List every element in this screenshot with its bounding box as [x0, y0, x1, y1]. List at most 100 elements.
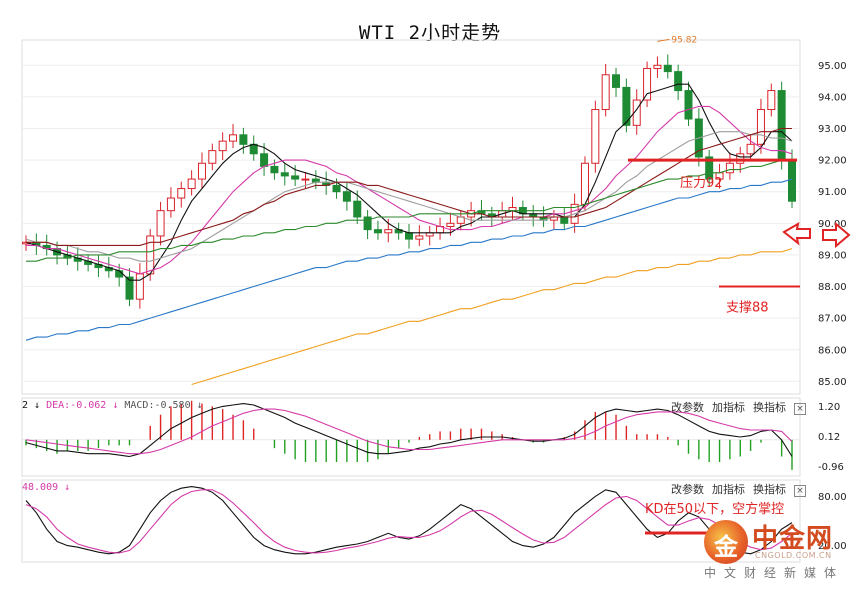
ma-line-ma120: [25, 178, 793, 341]
candle-down: [291, 175, 300, 180]
macd-header: 2 ↓ DEA:-0.062 ↓ MACD:-0.580 ↓: [22, 400, 203, 411]
candle-up: [736, 153, 745, 164]
resistance-label: 压力92: [680, 176, 723, 191]
kd-add-indicator-button[interactable]: 加指标: [712, 483, 745, 496]
price-tick-label: 88.00: [818, 282, 847, 293]
candle-up: [591, 109, 600, 164]
candle-up: [187, 178, 196, 190]
ma-line-ma30: [26, 127, 792, 246]
macd-value-label: MACD:-0.580: [124, 400, 191, 411]
high-marker-arrow: [657, 38, 670, 42]
kd-plot-area: [25, 486, 793, 555]
price-tick-label: 85.00: [818, 377, 847, 388]
price-tick-label: 95.00: [818, 61, 847, 72]
candle-down: [560, 216, 569, 224]
kd-header: 48.009 ↓: [22, 482, 71, 493]
macd-close-icon[interactable]: ×: [794, 403, 806, 415]
price-tick-label: 93.00: [818, 124, 847, 135]
candle-down: [280, 172, 289, 177]
watermark-url: CNGOLD.COM.CN: [755, 551, 832, 560]
candle-up: [384, 229, 393, 234]
candle-down: [788, 159, 796, 202]
candle-up: [229, 134, 238, 142]
ma-line-ma20: [25, 131, 793, 262]
candle-down: [260, 153, 269, 167]
candle-down: [249, 143, 258, 155]
kd-panel-frame: [21, 479, 801, 563]
candle-up: [197, 162, 206, 180]
macd-switch-indicator-button[interactable]: 换指标: [753, 401, 786, 414]
cngold-watermark: 金 中金网 CNGOLD.COM.CN 中文财经新媒体: [700, 518, 850, 582]
candle-down: [777, 90, 786, 161]
candle-up: [218, 140, 227, 152]
candle-up: [177, 188, 186, 199]
candle-up: [156, 210, 165, 237]
ma-line-ma5: [25, 83, 793, 281]
macd-header-prefix: 2: [22, 400, 29, 411]
candle-up: [446, 222, 455, 227]
price-plot-area: [22, 54, 796, 386]
candle-up: [756, 109, 765, 145]
down-arrow-icon: [782, 222, 811, 246]
price-tick-label: 86.00: [818, 345, 847, 356]
chart-title: WTI 2小时走势: [358, 22, 502, 44]
support-label: 支撑88: [726, 301, 769, 316]
price-tick-label: 89.00: [818, 250, 847, 261]
dea-value-label: DEA:-0.062: [46, 400, 107, 411]
dif-line: [25, 403, 793, 458]
watermark-glyph: 金: [714, 532, 738, 561]
kd-change-params-button[interactable]: 改参数: [671, 483, 704, 496]
annotation-layer: 压力92 支撑88: [628, 158, 851, 316]
macd-panel: 1.20 0.12 -0.96: [22, 400, 844, 473]
macd-tick-label: -0.96: [818, 462, 844, 473]
kd-tick-label: 80.00: [818, 492, 847, 503]
ma-line-ma250: [191, 248, 793, 386]
macd-change-params-button[interactable]: 改参数: [671, 401, 704, 414]
candle-down: [239, 134, 248, 145]
macd-add-indicator-button[interactable]: 加指标: [712, 401, 745, 414]
candle-up: [135, 273, 144, 300]
candle-up: [725, 162, 734, 174]
candle-down: [674, 71, 683, 92]
candle-up: [632, 99, 641, 126]
candle-down: [115, 270, 124, 278]
ma-line-ma60: [26, 159, 792, 262]
price-tick-label: 94.00: [818, 92, 847, 103]
candle-up: [601, 74, 610, 111]
main-panel-frame: [21, 39, 801, 395]
candle-down: [363, 216, 372, 231]
price-tick-label: 91.00: [818, 187, 847, 198]
kd-annotation-label: KD在50以下，空方掌控: [645, 501, 784, 517]
price-tick-label: 87.00: [818, 314, 847, 325]
watermark-slogan: 中文财经新媒体: [704, 566, 845, 580]
macd-plot-area: [22, 400, 800, 470]
candle-up: [146, 235, 155, 275]
candle-up: [301, 178, 310, 181]
candle-up: [653, 64, 662, 69]
candle-down: [332, 184, 341, 193]
dea-line: [25, 408, 793, 455]
macd-tick-label: 0.12: [818, 432, 840, 443]
candle-up: [643, 67, 652, 101]
candle-up: [166, 197, 175, 212]
candle-down: [342, 191, 351, 202]
candle-down: [270, 165, 279, 174]
macd-tick-label: 1.20: [818, 402, 840, 413]
candle-down: [353, 200, 362, 218]
candle-up: [767, 90, 776, 111]
candle-down: [622, 86, 631, 126]
candle-down: [405, 232, 413, 240]
price-panel: 95.00 94.00 93.00 92.00 91.00 90.00 89.00 88.00…: [22, 35, 847, 388]
candle-up: [746, 143, 755, 155]
kd-close-icon[interactable]: ×: [794, 485, 806, 497]
macd-panel-frame: [21, 397, 801, 477]
kd-panel: 80.00 20.00 KD在50以下，空方掌控: [25, 486, 847, 555]
candle-down: [612, 74, 621, 88]
ma-line-ma10: [26, 105, 793, 275]
kd-switch-indicator-button[interactable]: 换指标: [753, 483, 786, 496]
kd-value-label: 48.009: [22, 482, 59, 493]
candle-up: [208, 150, 217, 164]
candle-down: [684, 90, 693, 120]
price-tick-label: 90.00: [818, 219, 847, 230]
